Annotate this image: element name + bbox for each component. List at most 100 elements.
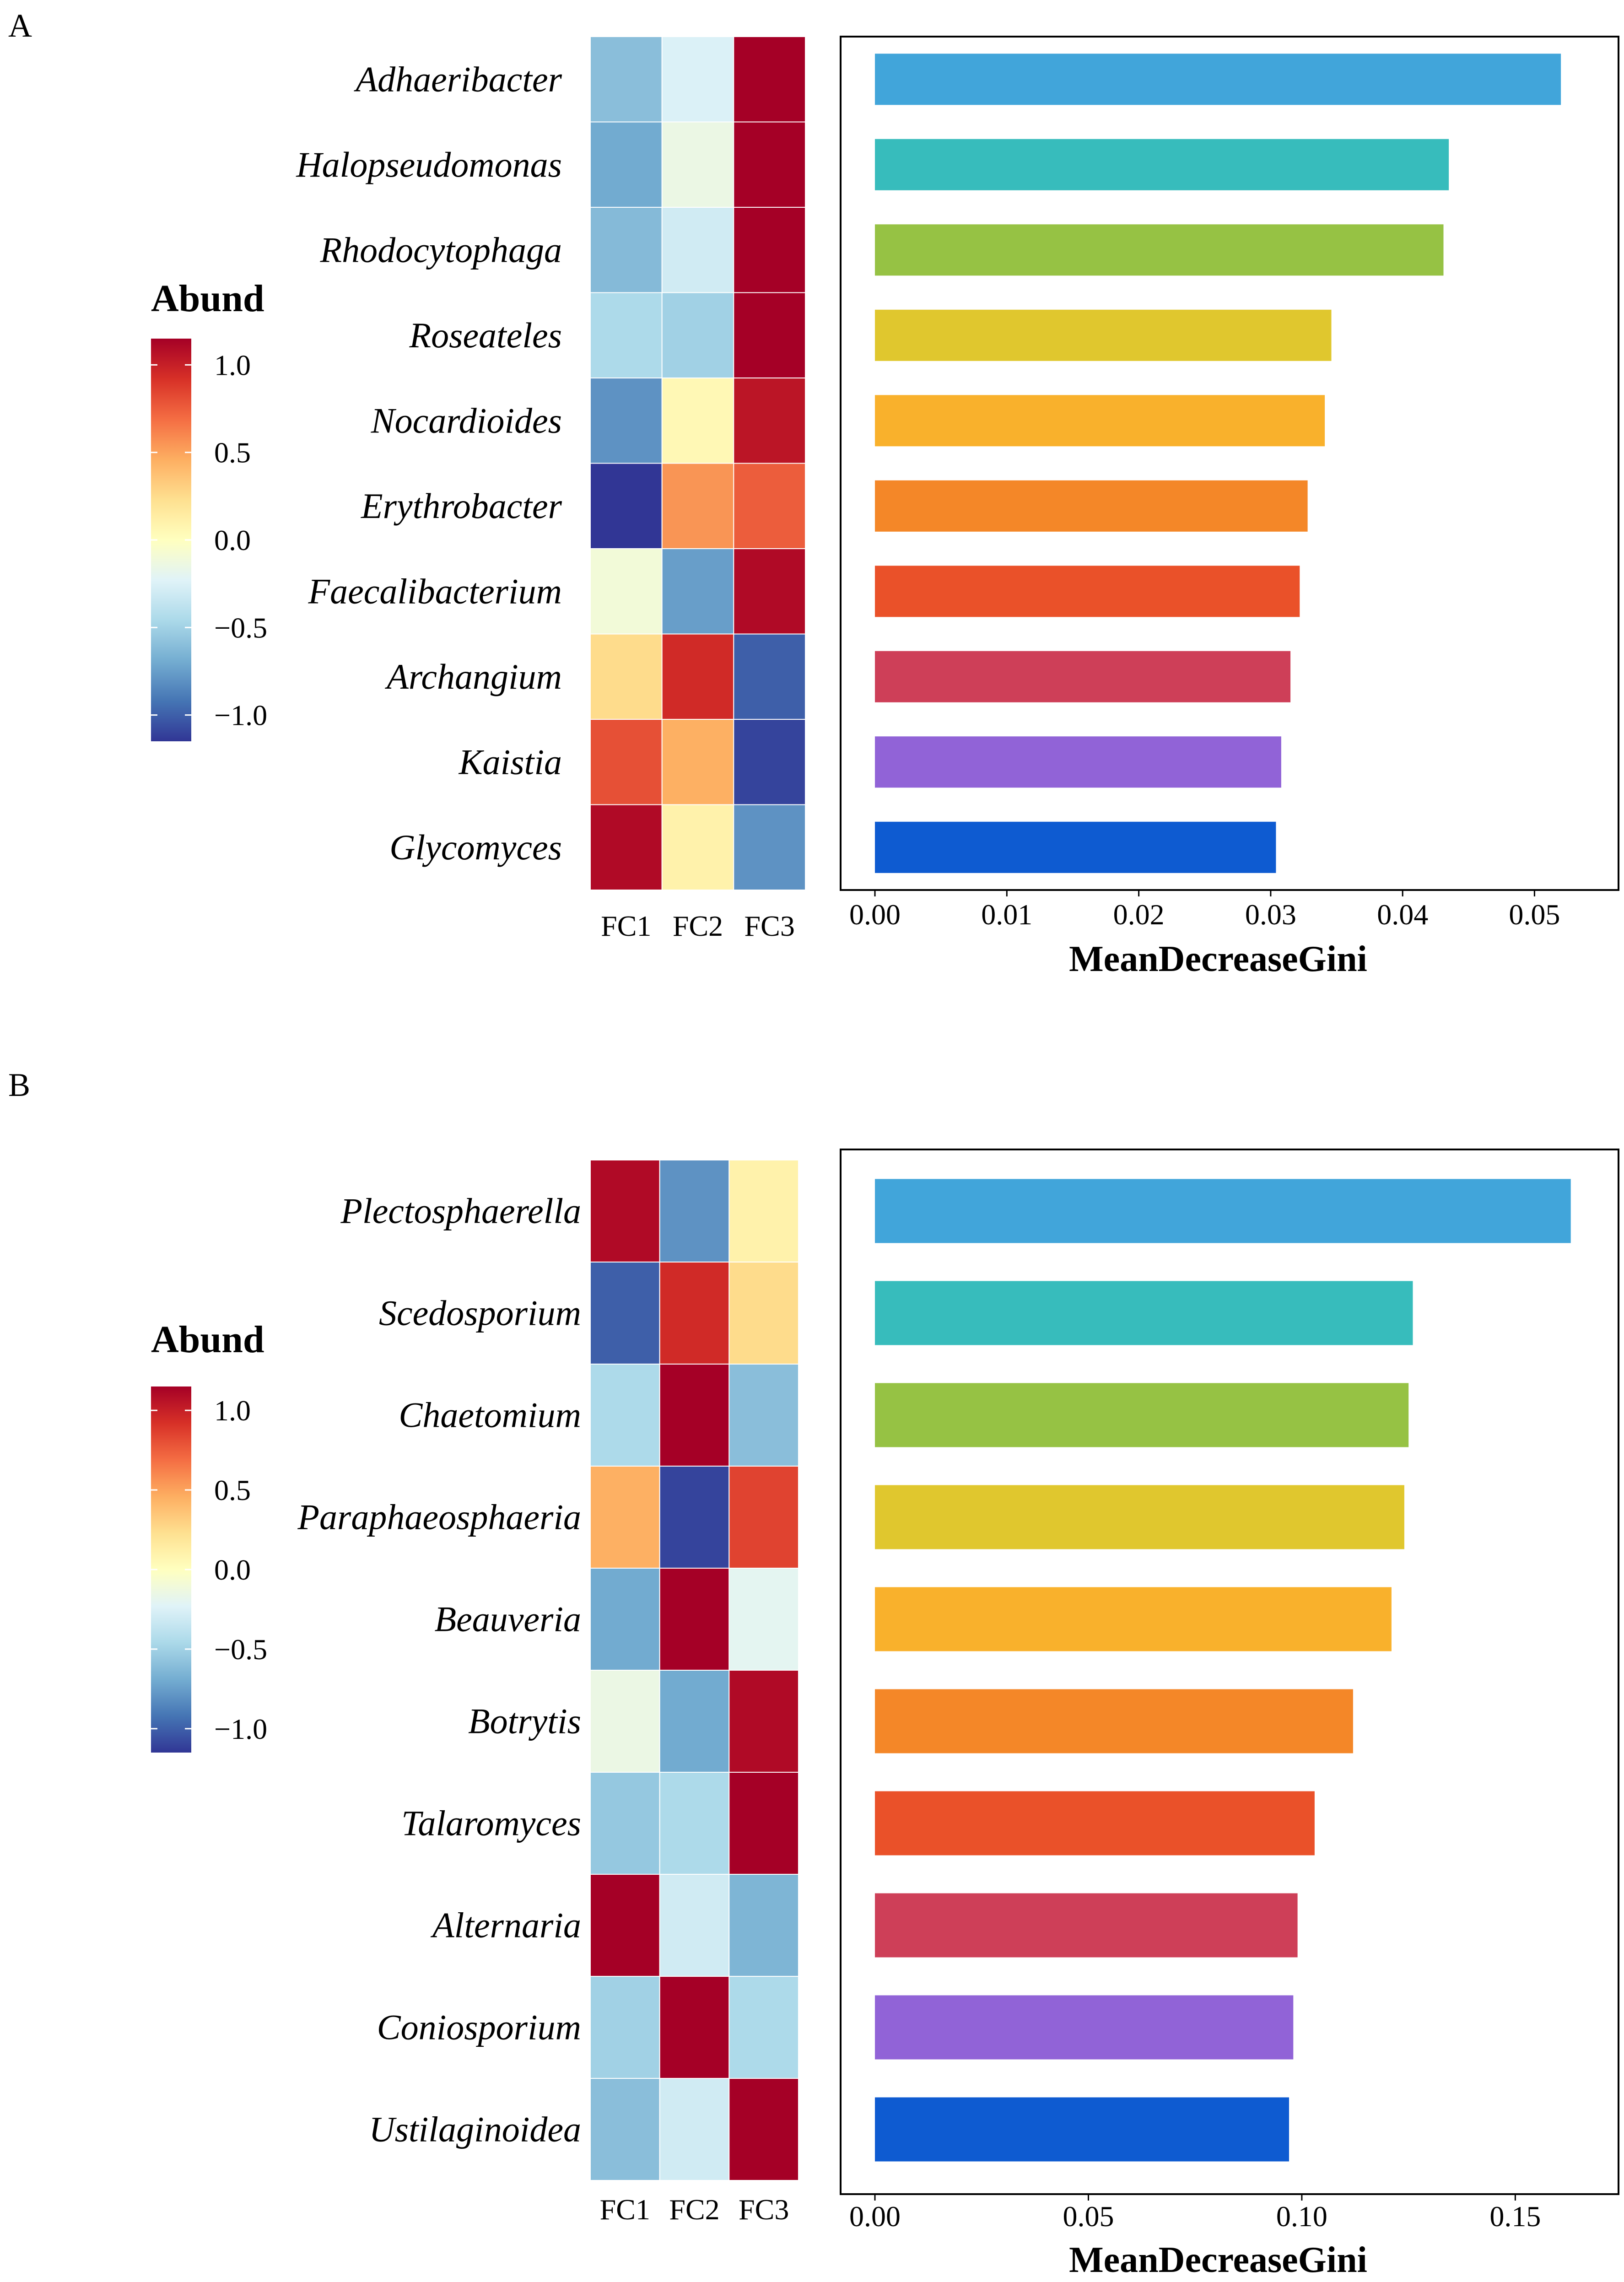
heatmap-cell [659, 1772, 730, 1875]
heatmap-cell [728, 1874, 799, 1977]
heatmap-cell [661, 36, 734, 123]
bar [875, 1383, 1409, 1447]
legend-tick-label: 0.0 [214, 1554, 251, 1586]
bar [875, 566, 1300, 617]
heatmap-cell [590, 804, 663, 890]
heatmap-cell [590, 1160, 660, 1262]
legend-tick-label: 1.0 [214, 1394, 251, 1427]
bar [875, 1791, 1315, 1856]
heatmap-column-label: FC3 [745, 910, 795, 942]
genus-label: Rhodocytophaga [319, 230, 562, 270]
bar [875, 1281, 1413, 1345]
genus-label: Chaetomium [399, 1395, 581, 1435]
heatmap-cell [728, 1772, 799, 1875]
heatmap-cell [590, 36, 663, 123]
bar [875, 1689, 1353, 1753]
heatmap-cell [659, 1874, 730, 1977]
heatmap-cell [728, 1976, 799, 2079]
legend-tick-label: −0.5 [214, 611, 267, 644]
heatmap-cell [728, 1262, 799, 1365]
bar [875, 1587, 1392, 1651]
genus-label: Plectosphaerella [340, 1191, 581, 1231]
x-tick-label: 0.00 [849, 2200, 901, 2233]
x-axis-title: MeanDecreaseGini [1069, 939, 1367, 979]
heatmap-cell [659, 1262, 730, 1365]
heatmap-cell [661, 378, 734, 464]
genus-label: Faecalibacterium [308, 571, 562, 611]
heatmap-column-label: FC1 [600, 2193, 650, 2226]
heatmap-cell [661, 207, 734, 293]
heatmap-cell [733, 36, 806, 123]
heatmap-cell [733, 207, 806, 293]
x-tick-label: 0.05 [1063, 2200, 1114, 2233]
genus-label: Kaistia [459, 742, 562, 782]
heatmap-cell [590, 2078, 660, 2181]
bar [875, 309, 1332, 361]
heatmap-cell [590, 548, 663, 635]
bar [875, 821, 1276, 873]
genus-label: Nocardioides [371, 400, 562, 440]
heatmap-cell [659, 1160, 730, 1262]
heatmap-cell [590, 1976, 660, 2079]
heatmap-column-label: FC3 [739, 2193, 789, 2226]
legend-colorbar [151, 339, 191, 741]
x-tick-label: 0.03 [1245, 898, 1296, 931]
x-tick-label: 0.00 [849, 898, 901, 931]
bar [875, 1995, 1294, 2060]
x-tick-label: 0.02 [1113, 898, 1165, 931]
heatmap-cell [728, 2078, 799, 2181]
bar [875, 1179, 1571, 1243]
heatmap-cell [733, 633, 806, 720]
heatmap-cell [590, 1262, 660, 1365]
genus-label: Coniosporium [377, 2007, 581, 2047]
legend-title: Abund [151, 277, 264, 320]
heatmap-cell [728, 1670, 799, 1773]
heatmap-cell [590, 1772, 660, 1875]
genus-label: Beauveria [434, 1599, 581, 1639]
x-axis-title: MeanDecreaseGini [1069, 2240, 1367, 2280]
bar [875, 1893, 1298, 1958]
heatmap-cell [733, 378, 806, 464]
genus-label: Archangium [384, 657, 562, 696]
heatmap-cell [728, 1364, 799, 1467]
heatmap-cell [590, 1364, 660, 1467]
bar [875, 736, 1281, 788]
heatmap-cell [661, 292, 734, 378]
heatmap-cell [590, 719, 663, 805]
legend-tick-label: 0.5 [214, 1474, 251, 1506]
genus-label: Alternaria [430, 1905, 581, 1945]
x-tick-label: 0.05 [1509, 898, 1560, 931]
heatmap-cell [590, 463, 663, 549]
heatmap-cell [728, 1568, 799, 1671]
panel-b: B Plectosphaerella Scedosporium Chaetomium… [8, 1067, 1619, 2280]
bar [875, 2097, 1289, 2162]
heatmap-cell [590, 1874, 660, 1977]
heatmap-cell [733, 292, 806, 378]
heatmap-cell [659, 1364, 730, 1467]
x-tick-label: 0.10 [1276, 2200, 1327, 2233]
legend-tick-label: −0.5 [214, 1633, 267, 1666]
bar-chart-frame [840, 36, 1619, 891]
panel-letter-b: B [8, 1067, 30, 1103]
genus-label: Glycomyces [389, 827, 562, 867]
heatmap-cell [590, 378, 663, 464]
heatmap-cell [728, 1160, 799, 1262]
genus-label: Halopseudomonas [296, 145, 562, 184]
heatmap-cell [661, 633, 734, 720]
panel-a: A Adhaeribacter Halopseudomonas Rhodocytop… [8, 7, 1619, 979]
x-tick-label: 0.04 [1377, 898, 1428, 931]
legend-tick-label: −1.0 [214, 1713, 267, 1745]
heatmap-cell [661, 121, 734, 208]
genus-label: Scedosporium [379, 1293, 581, 1333]
genus-label: Talaromyces [401, 1803, 581, 1843]
genus-label: Erythrobacter [361, 486, 562, 526]
legend-tick-label: 0.5 [214, 437, 251, 469]
heatmap-cell [590, 633, 663, 720]
heatmap-cell [733, 121, 806, 208]
bar [875, 651, 1291, 702]
legend-colorbar [151, 1386, 191, 1753]
heatmap-column-label: FC2 [669, 2193, 719, 2226]
heatmap-cell [733, 548, 806, 635]
bar [875, 224, 1444, 276]
